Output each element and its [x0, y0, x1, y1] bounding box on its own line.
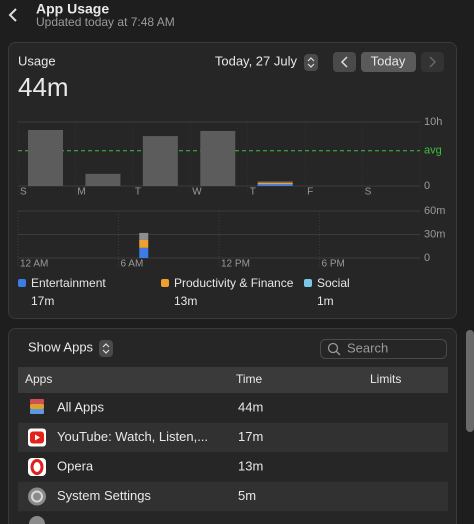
- charts: 10h 0 avg S M T W T F S 60m 30m 0 12 AM 6 AM 12 PM 6 PM E…: [17, 116, 445, 308]
- legend-swatch: [18, 279, 26, 287]
- day-label: S: [365, 187, 372, 198]
- today-segment: [257, 184, 293, 186]
- icon: [30, 404, 44, 409]
- icon: [28, 487, 46, 506]
- y-tick-label: 30m: [424, 228, 445, 240]
- today-label: Today: [371, 53, 406, 68]
- icon: [31, 490, 43, 503]
- day-label: M: [77, 187, 85, 198]
- legend-name: Entertainment: [31, 276, 106, 290]
- y-tick-label: 0: [424, 180, 430, 192]
- app-name: Opera: [57, 458, 94, 473]
- date-stepper[interactable]: [304, 54, 318, 71]
- search-icon-handle: [335, 350, 341, 356]
- date: Today, 27 July: [215, 53, 298, 68]
- icon: [30, 459, 44, 475]
- average-label: avg: [424, 145, 442, 157]
- x-tick-label: 12 PM: [221, 259, 250, 270]
- x-tick-label: 12 AM: [20, 259, 48, 270]
- app-name: YouTube: Watch, Listen,...: [57, 429, 208, 444]
- app-time: 17m: [238, 429, 263, 444]
- title: App Usage: [36, 1, 109, 17]
- filter-stepper[interactable]: [99, 340, 113, 357]
- icon: [30, 409, 44, 414]
- day-label: T: [135, 187, 141, 198]
- x-tick-label: 6 PM: [322, 259, 345, 270]
- legend-swatch: [161, 279, 169, 287]
- legend-value: 13m: [174, 294, 197, 308]
- today-button[interactable]: [361, 52, 416, 72]
- today-segment: [257, 182, 293, 185]
- scrollbar[interactable]: [466, 330, 474, 432]
- usage-label: Usage: [18, 53, 56, 68]
- y-tick-label: 10h: [424, 116, 442, 128]
- x-tick-label: 6 AM: [121, 259, 144, 270]
- day-label: S: [20, 187, 27, 198]
- prev-button[interactable]: [333, 52, 356, 72]
- search-field[interactable]: [320, 339, 447, 359]
- subtitle: Updated today at 7:48 AM: [36, 15, 175, 29]
- day-label: W: [192, 187, 202, 198]
- legend-name: Productivity & Finance: [174, 276, 294, 290]
- hour-segment: [139, 239, 149, 248]
- day-bar: [200, 130, 236, 186]
- day-label: F: [307, 187, 313, 198]
- search-placeholder: Search: [347, 340, 388, 355]
- legend-name: Social: [317, 276, 350, 290]
- day-bar: [142, 136, 178, 186]
- legend-swatch: [304, 279, 312, 287]
- search-icon: [327, 342, 339, 354]
- column-header: Apps: [25, 372, 52, 386]
- legend-value: 1m: [317, 294, 334, 308]
- icon: [30, 399, 44, 404]
- table-header: [18, 367, 448, 393]
- usage-total: 44m: [18, 72, 69, 102]
- next-button[interactable]: [421, 52, 444, 72]
- column-header: Time: [236, 372, 263, 386]
- row-stripe: [18, 422, 448, 453]
- hour-segment: [139, 247, 149, 258]
- row-stripe: [18, 481, 448, 512]
- day-bar: [28, 130, 63, 186]
- app-time: 13m: [238, 458, 263, 473]
- day-label: T: [250, 187, 256, 198]
- show-apps[interactable]: Show Apps: [28, 339, 94, 354]
- app-name: System Settings: [57, 488, 151, 503]
- column-header: Limits: [370, 372, 401, 386]
- back-button[interactable]: [8, 8, 17, 22]
- app-name: All Apps: [57, 399, 104, 414]
- y-tick-label: 60m: [424, 205, 445, 217]
- icon: [35, 434, 40, 441]
- hour-segment: [139, 232, 149, 240]
- app-time: 44m: [238, 399, 263, 414]
- y-tick-label: 0: [424, 252, 430, 264]
- table: Apps Time Limits All Apps 44m YouTube: Watch,…: [18, 372, 448, 524]
- app-time: 5m: [238, 488, 256, 503]
- legend-value: 17m: [31, 294, 54, 308]
- icon: [29, 516, 45, 524]
- day-bar: [85, 173, 121, 186]
